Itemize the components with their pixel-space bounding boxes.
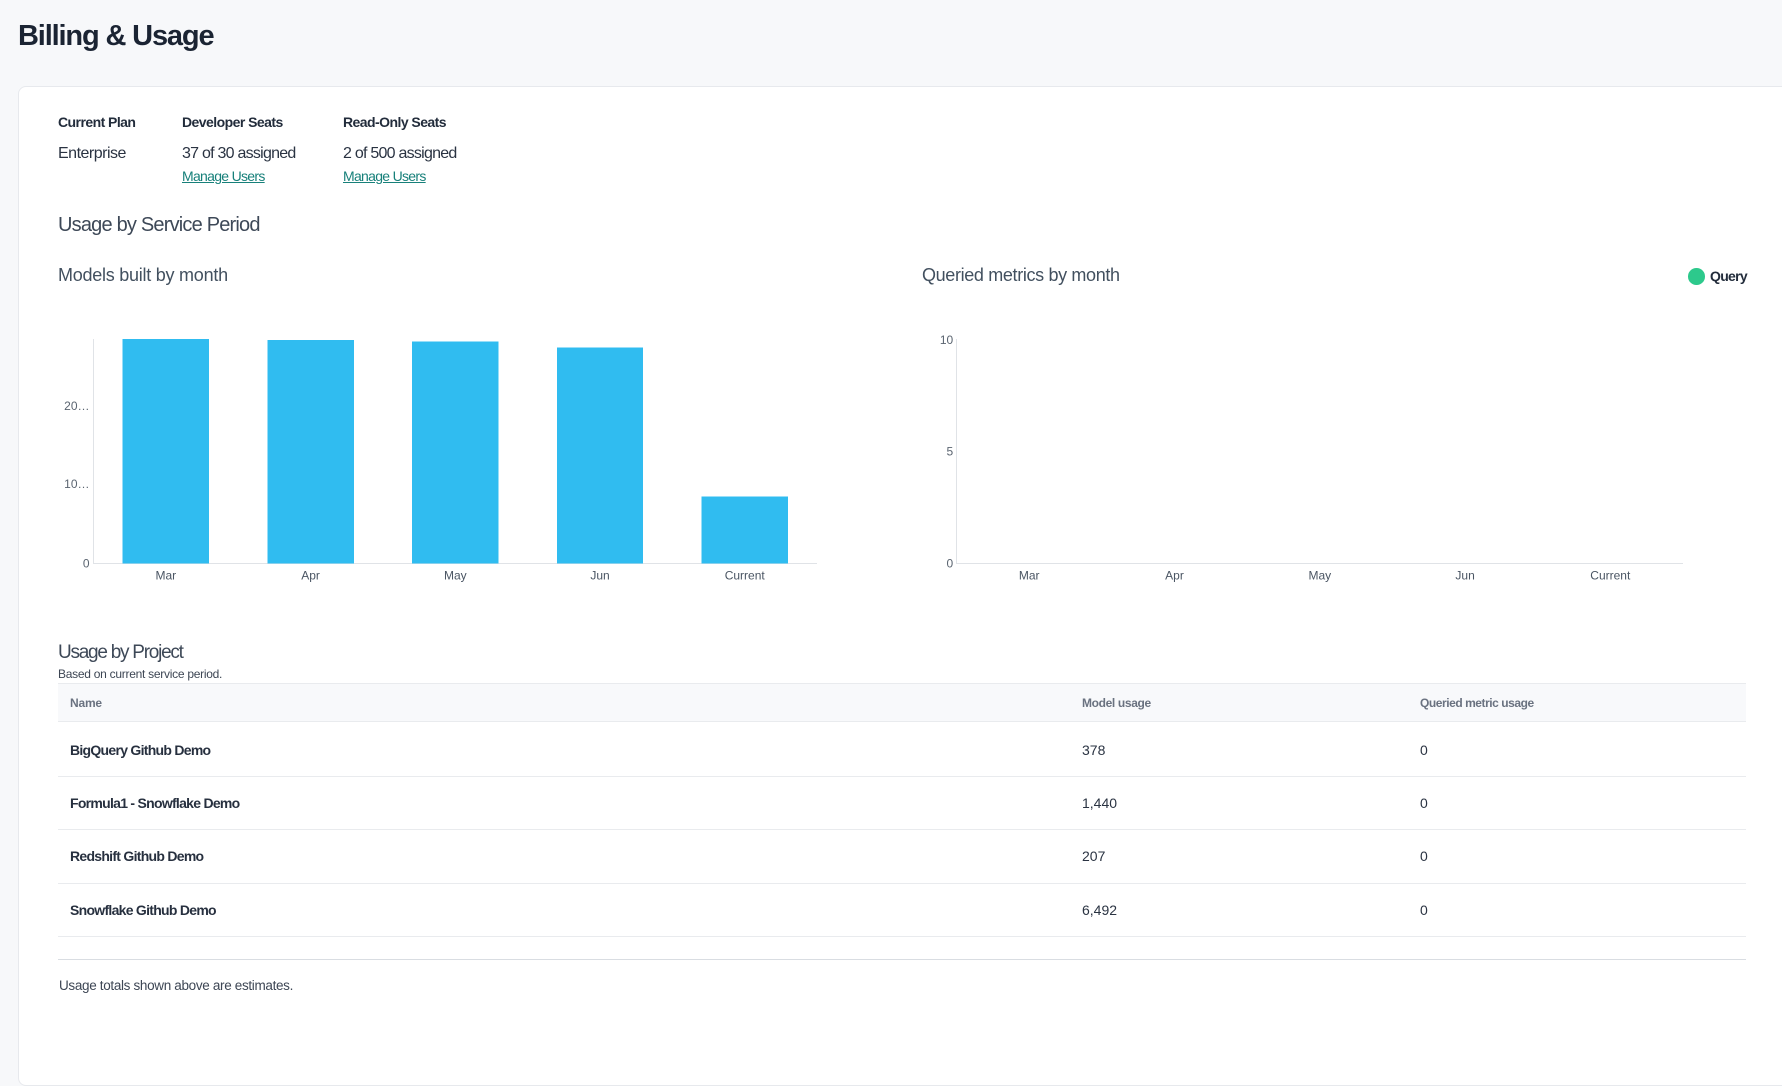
svg-text:0: 0 xyxy=(83,557,90,571)
svg-text:Mar: Mar xyxy=(155,569,176,583)
svg-text:May: May xyxy=(444,569,467,583)
svg-text:May: May xyxy=(1308,569,1331,583)
svg-text:Apr: Apr xyxy=(301,569,320,583)
svg-text:10: 10 xyxy=(940,333,954,347)
svg-text:Jun: Jun xyxy=(590,569,609,583)
svg-text:Apr: Apr xyxy=(1165,569,1184,583)
svg-text:0: 0 xyxy=(947,557,954,571)
svg-text:Mar: Mar xyxy=(1019,569,1040,583)
svg-text:Current: Current xyxy=(725,569,766,583)
svg-text:5: 5 xyxy=(947,444,954,458)
svg-text:20…: 20… xyxy=(64,399,89,413)
svg-text:Jun: Jun xyxy=(1455,569,1474,583)
svg-text:10…: 10… xyxy=(64,477,89,491)
svg-text:Current: Current xyxy=(1590,569,1631,583)
